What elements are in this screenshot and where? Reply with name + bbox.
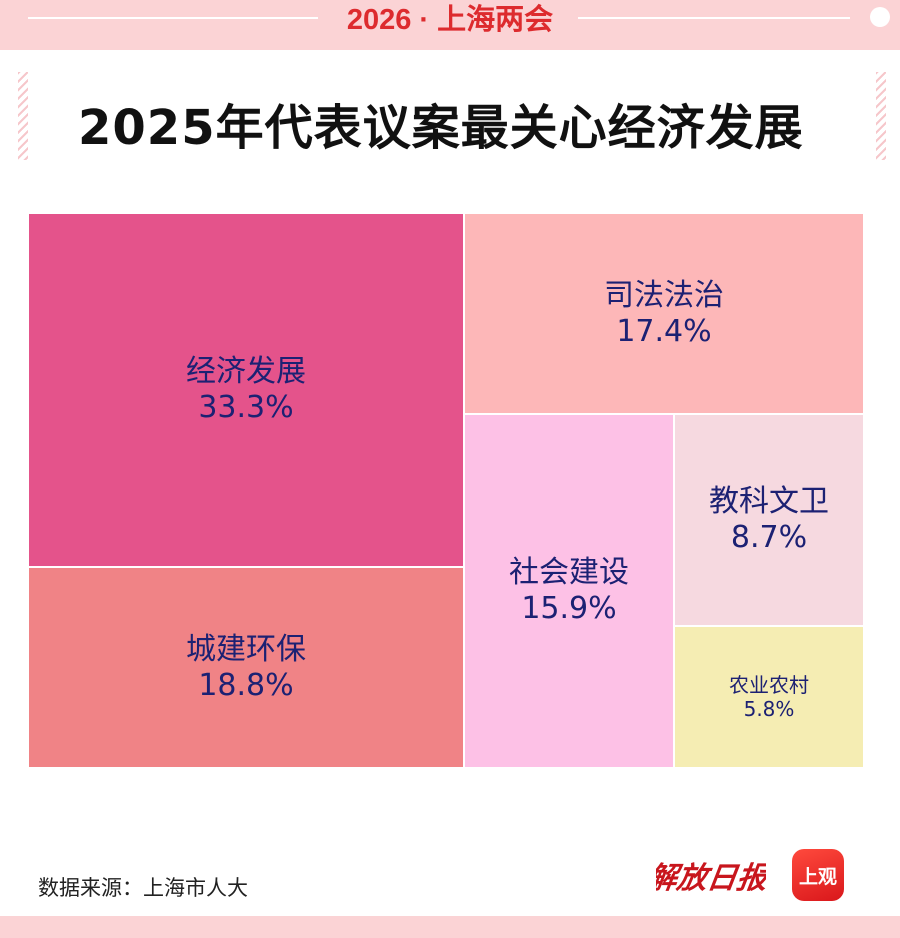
treemap-cell-urban-environment: 城建环保 18.8% — [28, 567, 464, 768]
jiefang-daily-logo-text: 解放日报 — [656, 861, 766, 896]
stripe-decoration-left — [18, 72, 28, 160]
treemap-cell-law: 司法法治 17.4% — [464, 213, 864, 414]
treemap-cell-economy: 经济发展 33.3% — [28, 213, 464, 567]
shangguan-app-logo: 上观 — [792, 849, 844, 901]
treemap-cell-agriculture: 农业农村 5.8% — [674, 626, 864, 768]
treemap-value: 5.8% — [743, 697, 795, 721]
treemap-label: 司法法治 — [604, 277, 724, 313]
treemap-label: 教科文卫 — [709, 484, 829, 519]
stripe-decoration-right — [876, 72, 886, 160]
treemap-label: 经济发展 — [186, 354, 306, 389]
banner-line-right — [578, 17, 850, 19]
treemap-value: 8.7% — [730, 520, 808, 555]
treemap-cell-society: 社会建设 15.9% — [464, 414, 674, 768]
treemap-label: 社会建设 — [509, 555, 629, 590]
treemap-value: 18.8% — [198, 667, 294, 703]
bottom-banner — [0, 916, 900, 938]
data-source: 数据来源：上海市人大 — [38, 876, 248, 900]
treemap-chart: 经济发展 33.3% 城建环保 18.8% 司法法治 17.4% 社会建设 15.9% 教科文卫… — [28, 213, 864, 768]
treemap-label: 城建环保 — [186, 631, 306, 667]
treemap-value: 17.4% — [616, 313, 712, 349]
banner-text: 2026 · 上海两会 — [346, 4, 554, 36]
banner-line-left — [28, 17, 318, 19]
treemap-cell-education: 教科文卫 8.7% — [674, 414, 864, 626]
top-banner: 2026 · 上海两会 — [0, 0, 900, 50]
jiefang-daily-logo: 解放日报 — [656, 861, 766, 896]
treemap-value: 33.3% — [198, 390, 294, 425]
banner-dot-icon — [870, 7, 890, 27]
treemap-label: 农业农村 — [729, 673, 809, 697]
page-title: 2025年代表议案最关心经济发展 — [78, 100, 804, 156]
treemap-value: 15.9% — [521, 591, 617, 626]
